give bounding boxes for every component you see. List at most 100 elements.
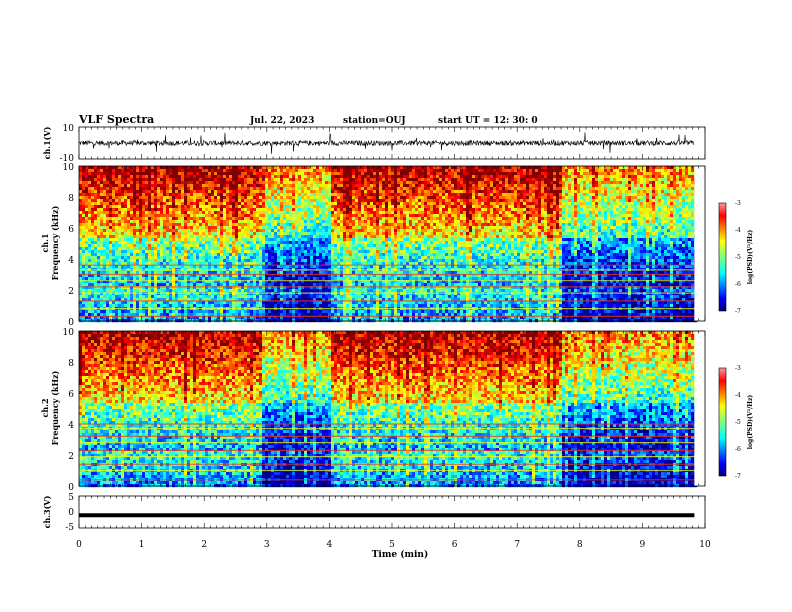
spectrogram-cell <box>280 253 284 257</box>
spectrogram-cell <box>94 181 98 185</box>
spectrogram-cell <box>259 238 263 242</box>
spectrogram-cell <box>160 193 164 197</box>
spectrogram-cell <box>172 232 176 236</box>
spectrogram-cell <box>97 274 101 278</box>
spectrogram-cell <box>283 247 287 251</box>
spectrogram-cell <box>352 289 356 293</box>
spectrogram-cell <box>238 217 242 221</box>
spectrogram-cell <box>241 253 245 257</box>
spectrogram-cell <box>319 247 323 251</box>
spectrogram-cell <box>97 196 101 200</box>
spectrogram-cell <box>223 244 227 248</box>
spectrogram-cell <box>118 259 122 263</box>
spectrogram-cell <box>292 223 296 227</box>
spectrogram-cell <box>154 229 158 233</box>
spectrogram-cell <box>112 208 116 212</box>
spectrogram-cell <box>256 310 260 314</box>
spectrogram-cell <box>112 304 116 308</box>
spectrogram-cell <box>115 280 119 284</box>
spectrogram-cell <box>220 313 224 317</box>
spectrogram-cell <box>202 187 206 191</box>
spectrogram-cell <box>349 226 353 230</box>
spectrogram-cell <box>319 298 323 302</box>
spectrogram-cell <box>211 313 215 317</box>
spectrogram-cell <box>247 241 251 245</box>
spectrogram-cell <box>340 298 344 302</box>
spectrogram-cell <box>340 244 344 248</box>
spectrogram-cell <box>139 277 143 281</box>
spectrogram-cell <box>181 253 185 257</box>
spectrogram-cell <box>181 274 185 278</box>
spectrogram-cell <box>184 202 188 206</box>
spectrogram-cell <box>232 247 236 251</box>
spectrogram-cell <box>211 187 215 191</box>
spectrogram-cell <box>145 277 149 281</box>
spectrogram-cell <box>178 220 182 224</box>
spectrogram-cell <box>100 223 104 227</box>
spectrogram-cell <box>103 229 107 233</box>
spectrogram-cell <box>268 184 272 188</box>
spectrogram-cell <box>91 277 95 281</box>
spectrogram-cell <box>319 253 323 257</box>
spectrogram-cell <box>145 199 149 203</box>
spectrogram-cell <box>85 262 89 266</box>
spectrogram-cell <box>295 280 299 284</box>
spectrogram-cell <box>184 274 188 278</box>
spectrogram-cell <box>157 241 161 245</box>
spectrogram-cell <box>247 187 251 191</box>
spectrogram-cell <box>100 253 104 257</box>
spectrogram-cell <box>172 172 176 176</box>
spectrogram-cell <box>136 199 140 203</box>
spectrogram-cell <box>82 214 86 218</box>
spectrogram-cell <box>283 211 287 215</box>
header-start-time: start UT = 12: 30: 0 <box>438 116 538 126</box>
spectrogram-cell <box>265 172 269 176</box>
spectrogram-cell <box>334 202 338 206</box>
spectrogram-cell <box>253 181 257 185</box>
spectrogram-cell <box>199 208 203 212</box>
spectrogram-cell <box>94 241 98 245</box>
spectrogram-cell <box>79 232 83 236</box>
spectrogram-cell <box>247 253 251 257</box>
spectrogram-cell <box>193 298 197 302</box>
spectrogram-cell <box>193 214 197 218</box>
spectrogram-cell <box>298 175 302 179</box>
spectrogram-cell <box>274 202 278 206</box>
spectrogram-cell <box>79 199 83 203</box>
spectrogram-cell <box>346 241 350 245</box>
spectrogram-cell <box>187 202 191 206</box>
spectrogram-cell <box>265 277 269 281</box>
spectrogram-cell <box>133 202 137 206</box>
spectrogram-cell <box>268 235 272 239</box>
spectrogram-cell <box>289 274 293 278</box>
spectrogram-cell <box>334 304 338 308</box>
spectrogram-cell <box>124 262 128 266</box>
spectrogram-cell <box>316 166 320 170</box>
spectrogram-cell <box>316 169 320 173</box>
spectrogram-cell <box>235 232 239 236</box>
spectrogram-cell <box>136 316 140 320</box>
spectrogram-cell <box>133 175 137 179</box>
spectrogram-cell <box>166 295 170 299</box>
spectrogram-cell <box>214 184 218 188</box>
spectrogram-cell <box>325 235 329 239</box>
spectrogram-cell <box>223 223 227 227</box>
spectrogram-cell <box>202 310 206 314</box>
spectrogram-cell <box>343 190 347 194</box>
spectrogram-cell <box>352 169 356 173</box>
spectrogram-cell <box>256 289 260 293</box>
spectrogram-cell <box>250 262 254 266</box>
spectrogram-cell <box>256 202 260 206</box>
spectrogram-cell <box>133 238 137 242</box>
spectrogram-cell <box>202 169 206 173</box>
spectrogram-cell <box>226 238 230 242</box>
spectrogram-cell <box>184 190 188 194</box>
spectrogram-cell <box>307 223 311 227</box>
spectrogram-cell <box>295 175 299 179</box>
spectrogram-cell <box>103 178 107 182</box>
spectrogram-cell <box>259 256 263 260</box>
spectrogram-cell <box>112 262 116 266</box>
spectrogram-cell <box>283 169 287 173</box>
spectrogram-cell <box>352 229 356 233</box>
spectrogram-cell <box>322 229 326 233</box>
